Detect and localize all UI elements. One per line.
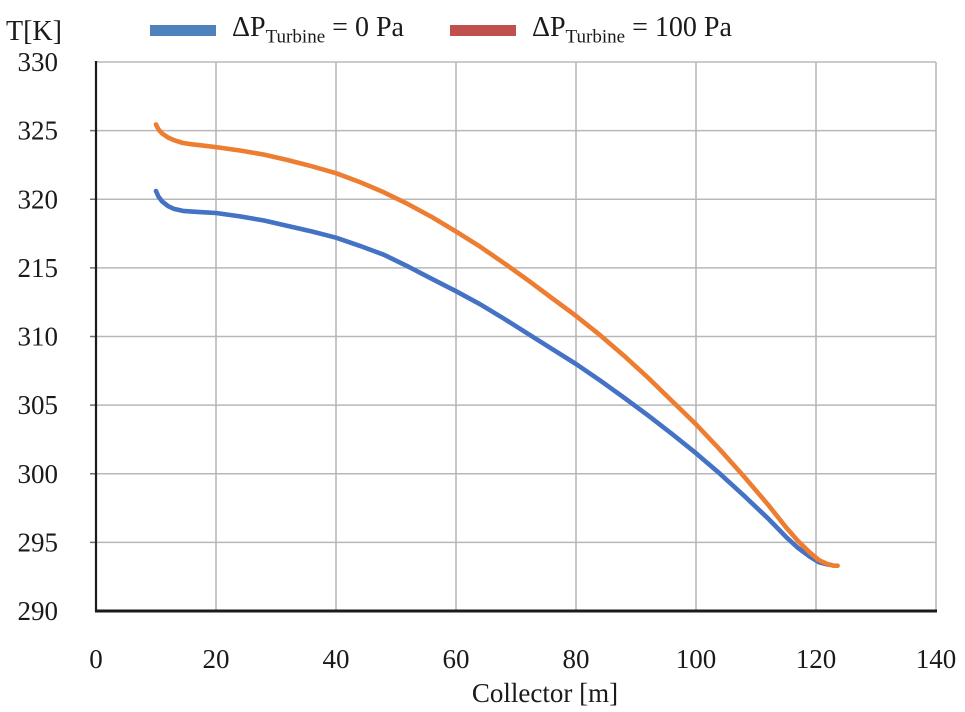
legend-label-suffix: = 100 Pa [625,12,732,43]
legend-label-0pa: ΔPTurbine = 0 Pa [232,12,404,49]
y-tick-label: 295 [18,527,59,557]
y-tick-label: 310 [18,322,59,352]
y-tick-label: 290 [18,596,59,626]
legend-label-subscript: Turbine [265,26,326,48]
x-tick-label: 40 [323,644,350,674]
y-tick-label: 300 [18,459,59,489]
y-tick-label: 320 [18,184,59,214]
legend-swatch-100pa [449,24,516,36]
x-tick-label: 80 [563,644,590,674]
y-tick-label: 305 [18,390,59,420]
legend-item-0pa: ΔPTurbine = 0 Pa [150,12,404,49]
x-axis-title: Collector [m] [471,678,619,708]
y-tick-label: 215 [18,253,59,283]
x-tick-label: 140 [916,644,957,674]
legend-swatch-0pa [150,24,216,36]
legend-item-100pa: ΔPTurbine = 100 Pa [449,12,732,49]
x-tick-label: 100 [676,644,717,674]
series-line-0 [153,188,834,568]
legend-label-subscript: Turbine [565,26,626,48]
legend-label-suffix: = 0 Pa [325,12,404,43]
x-tick-label: 0 [89,644,103,674]
x-tick-label: 20 [203,644,230,674]
x-tick-label: 120 [796,644,837,674]
series-line-1 [153,122,840,569]
legend-label-prefix: ΔP [232,12,266,43]
y-axis-title: T[K] [6,16,62,47]
chart-legend: ΔPTurbine = 0 Pa ΔPTurbine = 100 Pa [150,12,732,49]
y-tick-label: 325 [18,116,59,146]
legend-label-prefix: ΔP [531,12,566,43]
x-tick-label: 60 [443,644,470,674]
y-tick-label: 330 [18,47,59,77]
legend-label-100pa: ΔPTurbine = 100 Pa [532,12,732,49]
